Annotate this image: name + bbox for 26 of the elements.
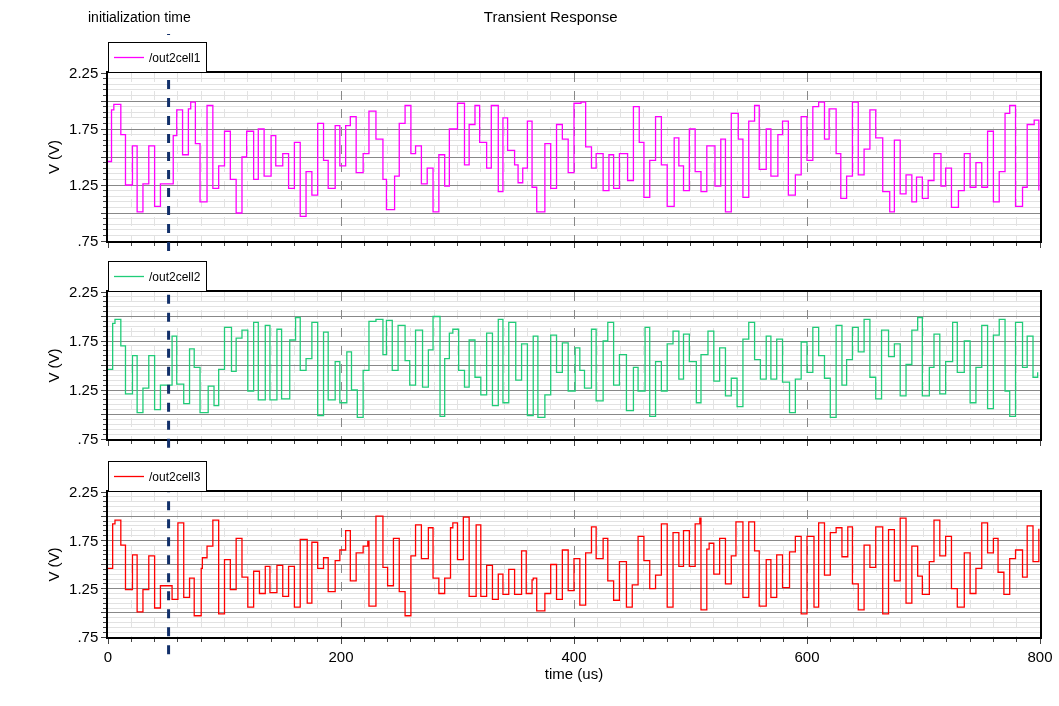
legend-label: /out2cell3 [149,470,201,485]
y-tick-label: .75 [77,232,99,250]
y-tick-label: 1.25 [69,176,99,194]
y-tick-label: .75 [77,430,99,448]
y-axis-title: V (V) [44,139,62,175]
y-tick-label: 1.25 [69,381,99,399]
legend-label: /out2cell1 [149,51,201,66]
y-tick-label: 1.75 [69,531,99,549]
x-tick-label: 0 [103,647,113,665]
y-tick-label: 1.75 [69,120,99,138]
y-tick-label: .75 [77,628,99,646]
y-tick-label: 1.25 [69,579,99,597]
y-tick-label: 2.25 [69,64,99,82]
x-axis-title: time (us) [544,664,604,682]
x-tick-label: 600 [794,647,820,665]
chart-title: Transient Response [483,8,618,26]
x-tick-label: 400 [561,647,587,665]
x-tick-label: 800 [1027,647,1053,665]
x-tick-label: 200 [328,647,354,665]
y-axis-title: V (V) [44,348,62,383]
ref-line-label: initialization time [88,9,191,25]
y-tick-label: 1.75 [69,332,99,350]
y-tick-label: 2.25 [69,283,99,301]
y-axis-title: V (V) [44,547,62,582]
y-tick-label: 2.25 [69,483,99,501]
legend-label: /out2cell2 [149,270,201,285]
